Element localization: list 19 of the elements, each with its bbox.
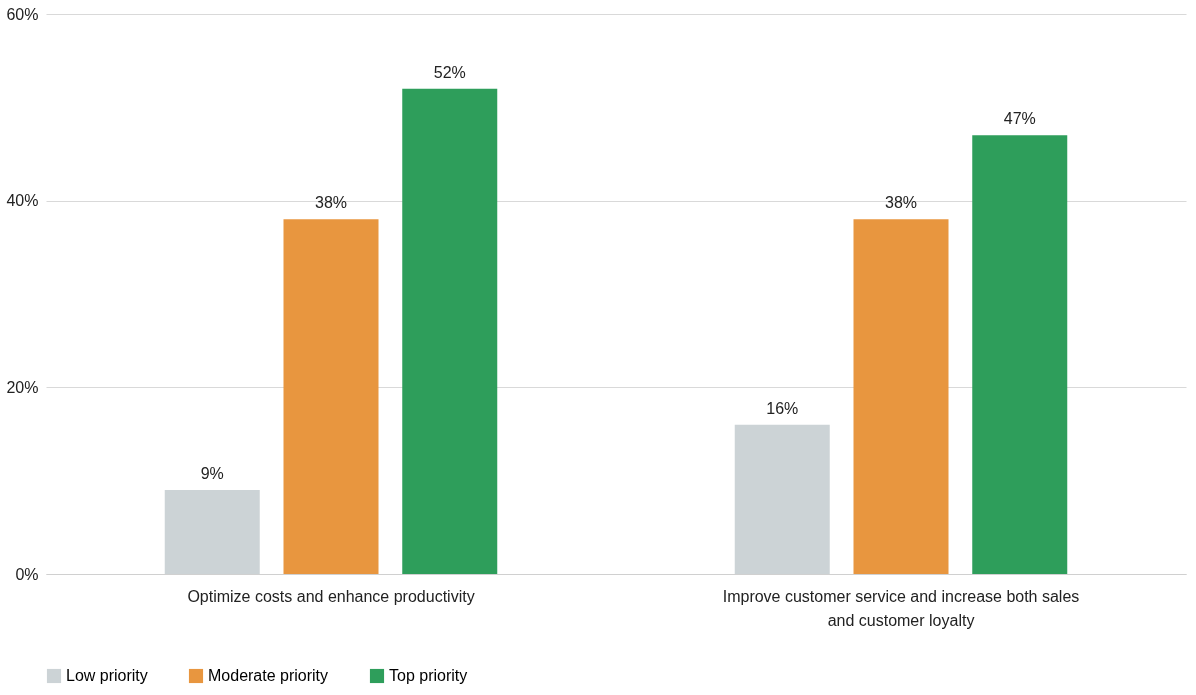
data-label: 38% [884,194,918,212]
legend-label: Top priority [389,667,468,684]
bar [853,219,949,574]
x-tick-label: Improve customer service and increase both sales and customer loyalty [722,587,1080,629]
x-tick-label: Optimize costs and enhance productivity [187,587,475,605]
data-label: 38% [314,194,348,212]
data-label: 16% [766,399,799,417]
y-tick-label: 0% [15,565,39,583]
data-label: 9% [200,465,224,482]
legend-label: Low priority [66,667,148,684]
legend-label: Moderate priority [208,667,329,684]
y-tick-label: 60% [6,5,39,23]
y-tick-label: 20% [6,378,39,396]
bar [283,219,379,574]
data-label: 52% [433,63,466,81]
bar [402,88,498,574]
y-tick-label: 40% [6,192,39,210]
bar [972,135,1068,574]
data-label: 47% [1003,110,1036,128]
